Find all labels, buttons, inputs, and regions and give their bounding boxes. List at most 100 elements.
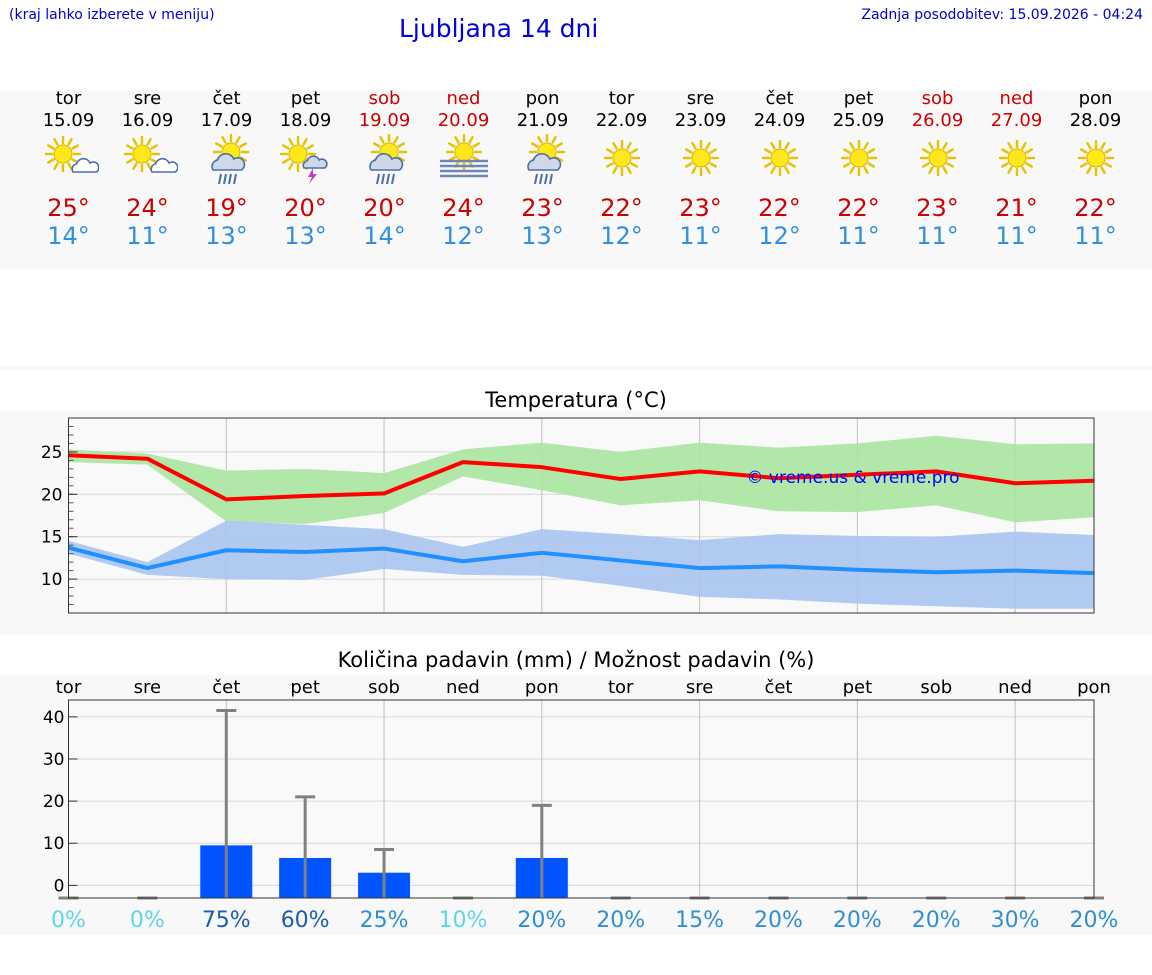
max-temperature: 20° <box>363 194 406 222</box>
sun-icon-graphic <box>919 139 956 177</box>
day-name: sre <box>133 88 162 109</box>
day-date: 18.09 <box>279 110 332 131</box>
day-date: 15.09 <box>42 110 95 131</box>
y-tick-label: 30 <box>43 750 65 770</box>
precipitation-probability: 20% <box>596 908 645 933</box>
sun-rain-cloud-icon <box>355 133 415 186</box>
day-name: sob <box>921 88 954 109</box>
sun-icon <box>829 134 889 186</box>
sun-icon-graphic <box>840 139 877 177</box>
day-label: tor <box>56 677 82 698</box>
sun-rain-cloud-icon-graphic <box>368 133 407 185</box>
sun-icon <box>750 134 810 186</box>
day-name: pet <box>290 88 321 109</box>
page-title: Ljubljana 14 dni <box>399 14 599 43</box>
min-temperature: 11° <box>995 222 1038 250</box>
min-temperature: 11° <box>837 222 880 250</box>
precipitation-chart-title: Količina padavin (mm) / Možnost padavin … <box>337 648 815 672</box>
precipitation-probability: 10% <box>438 908 487 933</box>
day-label: čet <box>764 677 792 698</box>
min-temperature: 13° <box>205 222 248 250</box>
day-name: pon <box>525 88 560 109</box>
precipitation-chart: tor sre čet pet sob ned pon tor sre čet pet sob ned p… <box>43 677 1119 933</box>
day-label: pon <box>525 677 559 698</box>
precipitation-probability: 0% <box>130 908 165 933</box>
sun-icon-graphic <box>682 139 719 177</box>
day-date: 27.09 <box>990 110 1043 131</box>
y-tick-label: 20 <box>43 792 65 812</box>
divider <box>0 366 1152 370</box>
sun-icon-graphic <box>761 139 798 177</box>
day-column: tor 22.09 22° 12° <box>582 88 662 250</box>
day-date: 17.09 <box>200 110 253 131</box>
precipitation-probability: 0% <box>51 908 86 933</box>
day-column: ned 27.09 21° 11° <box>977 88 1057 250</box>
day-column: pon 21.09 23° 13° <box>503 88 583 250</box>
precipitation-probability: 20% <box>912 908 961 933</box>
precipitation-probability: 25% <box>360 908 409 933</box>
max-temperature: 23° <box>521 194 564 222</box>
min-temperature: 14° <box>363 222 406 250</box>
day-date: 26.09 <box>911 110 964 131</box>
sun-cloud-icon <box>39 134 100 186</box>
sun-cloud-icon-graphic <box>123 135 179 173</box>
day-name: pon <box>1078 88 1113 109</box>
day-date: 22.09 <box>595 110 648 131</box>
precipitation-probability: 60% <box>281 908 330 933</box>
day-date: 23.09 <box>674 110 727 131</box>
max-temperature: 25° <box>47 194 90 222</box>
day-name: sob <box>368 88 401 109</box>
day-column: pet 25.09 22° 11° <box>819 88 899 250</box>
precipitation-probability: 20% <box>833 908 882 933</box>
max-temperature: 19° <box>205 194 248 222</box>
temperature-chart: 10 15 20 25 © vreme.us & vreme.pro <box>41 417 1095 614</box>
temperature-max-range-band <box>68 435 1094 524</box>
day-label: tor <box>608 677 634 698</box>
precipitation-probability: 30% <box>991 908 1040 933</box>
plot-frame <box>68 699 1095 899</box>
day-date: 20.09 <box>437 110 490 131</box>
sun-icon-graphic <box>1077 139 1114 177</box>
y-tick-label: 0 <box>54 876 65 896</box>
sun-rain-cloud-icon <box>197 133 257 186</box>
sun-icon <box>1066 134 1126 186</box>
y-tick-label: 25 <box>41 443 63 463</box>
day-name: ned <box>446 88 481 109</box>
sun-icon-graphic <box>998 139 1035 177</box>
max-temperature: 21° <box>995 194 1038 222</box>
day-column: čet 24.09 22° 12° <box>740 88 820 250</box>
min-temperature: 12° <box>600 222 643 250</box>
min-temperature: 11° <box>916 222 959 250</box>
sun-icon <box>908 134 968 186</box>
day-label: pet <box>843 677 873 698</box>
day-label: sre <box>686 677 713 698</box>
day-column: čet 17.09 19° 13° <box>187 88 267 250</box>
day-column: sre 23.09 23° 11° <box>661 88 741 250</box>
max-temperature: 20° <box>284 194 327 222</box>
sun-thunderstorm-icon <box>276 134 336 186</box>
sun-icon-graphic <box>603 139 640 177</box>
temperature-max-line <box>68 453 1095 502</box>
min-temperature: 11° <box>1074 222 1117 250</box>
day-column: pet 18.09 20° 13° <box>266 88 346 250</box>
max-temperature: 23° <box>679 194 722 222</box>
temperature-chart-title: Temperatura (°C) <box>485 388 667 412</box>
day-label: sob <box>368 677 400 698</box>
temperature-min-line <box>68 545 1095 576</box>
forecast-strip <box>0 90 1152 270</box>
max-temperature: 22° <box>600 194 643 222</box>
day-label: sob <box>920 677 952 698</box>
min-temperature: 12° <box>442 222 485 250</box>
sun-fog-icon <box>434 133 494 186</box>
day-date: 25.09 <box>832 110 885 131</box>
day-name: tor <box>608 88 635 109</box>
max-temperature: 23° <box>916 194 959 222</box>
day-column: sob 26.09 23° 11° <box>898 88 978 250</box>
day-name: sre <box>686 88 715 109</box>
plot-frame <box>68 417 1095 614</box>
precipitation-probability: 20% <box>1070 908 1119 933</box>
sun-icon <box>987 134 1047 186</box>
min-temperature: 14° <box>47 222 90 250</box>
day-date: 24.09 <box>753 110 806 131</box>
min-temperature: 11° <box>126 222 169 250</box>
